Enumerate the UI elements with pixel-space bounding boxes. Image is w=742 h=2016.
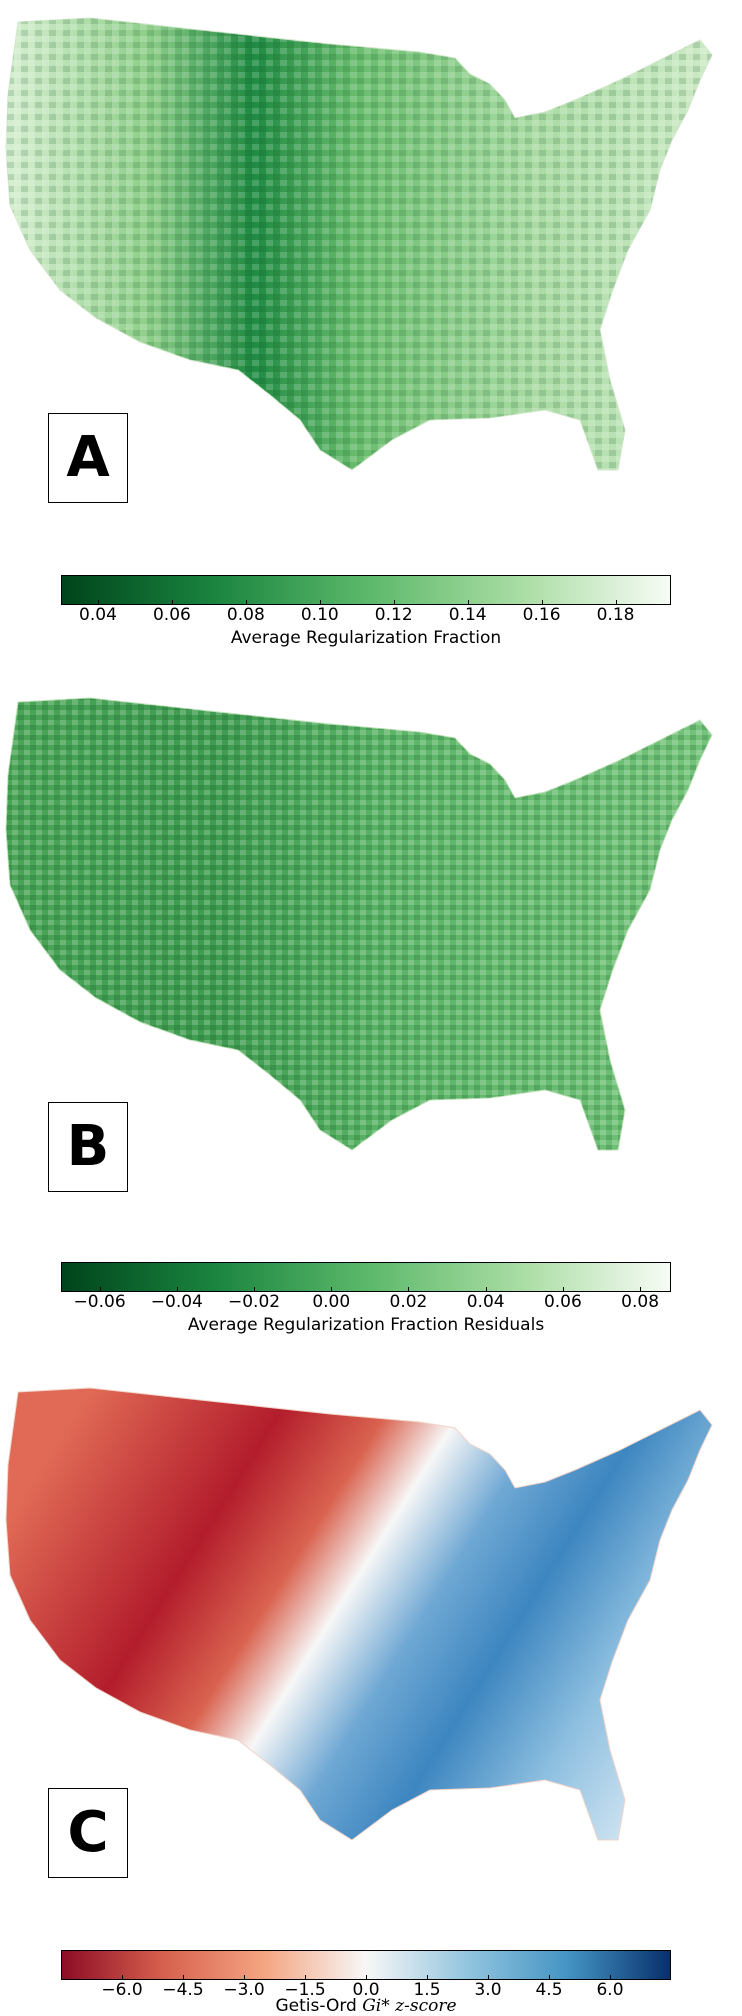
colorbar-tick-label: 0.10 — [300, 605, 339, 625]
colorbar-tick-label: −6.0 — [101, 1980, 143, 2000]
us-outline-a — [5, 17, 713, 471]
colorbar-tick-mark — [305, 1975, 306, 1980]
colorbar-tick-label: 0.08 — [621, 1292, 660, 1312]
colorbar-tick-label: 3.0 — [474, 1980, 502, 2000]
colorbar-tick-mark — [183, 1975, 184, 1980]
us-outline-c — [5, 1387, 713, 1841]
colorbar-label-c-suffix: z-score — [395, 1996, 457, 2016]
panel-label-b: B — [48, 1102, 128, 1192]
colorbar-tick-mark — [610, 1975, 611, 1980]
colorbar-tick-label: 0.00 — [312, 1292, 351, 1312]
colorbar-label-c-symbol: Gi* — [362, 1996, 390, 2016]
colorbar-tick-mark — [366, 1975, 367, 1980]
colorbar-tick-mark — [541, 600, 543, 605]
colorbar-tick-mark — [467, 600, 469, 605]
colorbar-tick-label: −0.02 — [227, 1292, 281, 1312]
colorbar-label-a: Average Regularization Fraction — [230, 628, 502, 648]
colorbar-tick-mark — [319, 600, 321, 605]
colorbar-tick-label: 0.12 — [374, 605, 413, 625]
panel-a: A 0.04 0.06 0.08 0.10 0.12 0.14 0.16 0.18 Avera… — [0, 0, 742, 660]
colorbar-tick-label: 0.18 — [596, 605, 635, 625]
colorbar-tick-label: 0.04 — [79, 605, 117, 625]
colorbar-label-c: Getis-Ord Gi* z-score — [61, 1996, 671, 2016]
panel-label-a: A — [48, 413, 128, 503]
colorbar-tick-label: −3.0 — [223, 1980, 265, 2000]
colorbar-label-b: Average Regularization Fraction Residual… — [187, 1315, 545, 1335]
colorbar-tick-label: −1.5 — [284, 1980, 326, 2000]
colorbar-tick-label: 0.0 — [352, 1980, 380, 2000]
colorbar-a — [61, 575, 671, 605]
colorbar-tick-mark — [408, 1287, 410, 1292]
colorbar-tick-label: 0.14 — [448, 605, 487, 625]
colorbar-label-c-prefix: Getis-Ord — [275, 1996, 357, 2016]
colorbar-tick-mark — [245, 600, 247, 605]
colorbar-tick-label: 0.04 — [466, 1292, 505, 1312]
us-outline-b — [5, 697, 713, 1151]
panel-b: B −0.06 −0.04 −0.02 0.00 0.02 0.04 0.06 0.08 Av… — [0, 680, 742, 1340]
colorbar-tick-label: 1.5 — [413, 1980, 441, 2000]
us-county-map-c — [5, 1387, 713, 1841]
colorbar-tick-mark — [562, 1287, 564, 1292]
panel-label-c: C — [48, 1788, 128, 1878]
colorbar-tick-mark — [549, 1975, 550, 1980]
colorbar-tick-label: −4.5 — [162, 1980, 204, 2000]
colorbar-tick-mark — [122, 1975, 123, 1980]
colorbar-tick-mark — [331, 1287, 333, 1292]
colorbar-tick-mark — [97, 600, 99, 605]
colorbar-tick-mark — [640, 1287, 642, 1292]
colorbar-tick-label: 0.16 — [522, 605, 561, 625]
colorbar-tick-mark — [244, 1975, 245, 1980]
colorbar-tick-label: −0.04 — [150, 1292, 203, 1312]
colorbar-tick-label: 4.5 — [535, 1980, 563, 2000]
colorbar-ticks-b: −0.06 −0.04 −0.02 0.00 0.02 0.04 0.06 0.08 — [61, 1287, 671, 1322]
colorbar-tick-mark — [485, 1287, 487, 1292]
colorbar-tick-label: 0.08 — [226, 605, 265, 625]
colorbar-ticks-a: 0.04 0.06 0.08 0.10 0.12 0.14 0.16 0.18 — [61, 600, 671, 635]
colorbar-tick-mark — [171, 600, 173, 605]
colorbar-tick-label: 0.02 — [389, 1292, 428, 1312]
colorbar-tick-mark — [254, 1287, 256, 1292]
us-county-map-a — [5, 17, 713, 471]
colorbar-tick-mark — [615, 600, 617, 605]
colorbar-tick-mark — [393, 600, 395, 605]
colorbar-tick-mark — [176, 1287, 178, 1292]
colorbar-tick-mark — [99, 1287, 101, 1292]
panel-c: C −6.0 −4.5 −3.0 −1.5 0.0 1.5 3.0 4.5 6.0 Getis-… — [0, 1370, 742, 2016]
colorbar-tick-label: 0.06 — [152, 605, 191, 625]
colorbar-tick-label: 6.0 — [596, 1980, 624, 2000]
colorbar-tick-label: 0.06 — [543, 1292, 582, 1312]
colorbar-ticks-c: −6.0 −4.5 −3.0 −1.5 0.0 1.5 3.0 4.5 6.0 — [61, 1975, 671, 2000]
us-county-map-b — [5, 697, 713, 1151]
colorbar-b — [61, 1262, 671, 1292]
colorbar-tick-label: −0.06 — [73, 1292, 126, 1312]
colorbar-tick-mark — [427, 1975, 428, 1980]
colorbar-tick-mark — [488, 1975, 489, 1980]
